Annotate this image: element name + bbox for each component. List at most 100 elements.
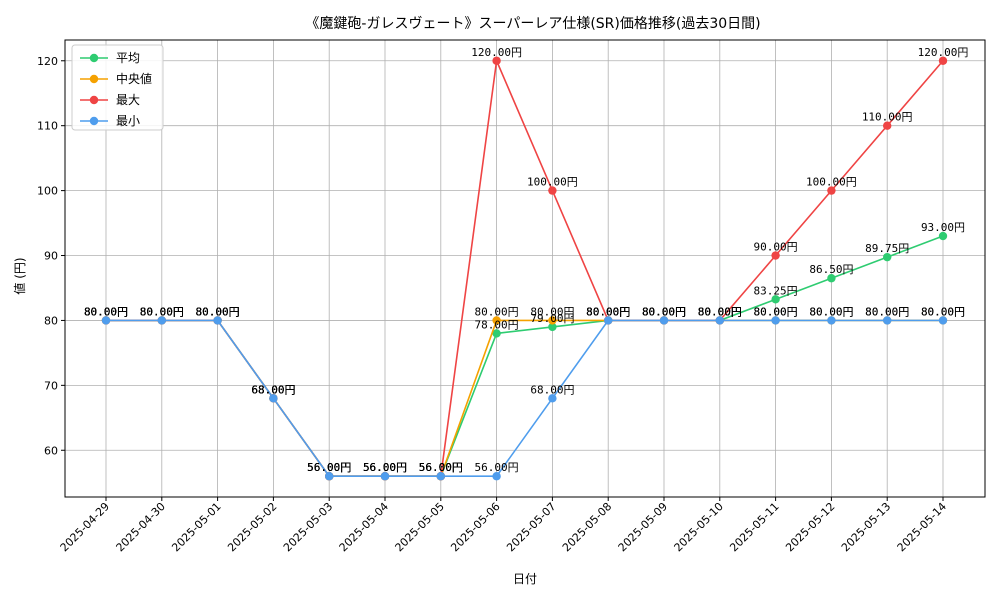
data-label: 80.00円: [140, 305, 184, 318]
data-point: [883, 121, 892, 130]
data-point: [101, 316, 111, 325]
data-label: 80.00円: [140, 305, 184, 318]
plot-frame: [64, 39, 986, 498]
data-label: 80.00円: [196, 305, 240, 318]
data-point: [548, 186, 557, 195]
data-label: 90.00円: [754, 241, 798, 254]
data-point: [492, 472, 501, 481]
legend-label: 最小: [116, 114, 140, 128]
data-label: 68.00円: [530, 383, 574, 396]
data-point: [659, 316, 669, 325]
legend-item: 平均: [80, 51, 140, 65]
x-tick-label: 2025-04-30: [114, 500, 168, 554]
data-label: 80.00円: [698, 305, 742, 318]
data-label: 80.00円: [475, 305, 519, 318]
data-label: 80.00円: [921, 305, 965, 318]
data-label: 120.00円: [471, 46, 522, 59]
y-tick-label: 90: [44, 250, 58, 263]
y-tick-label: 110: [37, 120, 58, 133]
data-point: [827, 186, 836, 195]
data-point: [325, 472, 334, 481]
chart-title: 《魔鍵砲-ガレスヴェート》スーパーレア仕様(SR)価格推移(過去30日間): [305, 15, 760, 32]
data-point: [771, 295, 780, 304]
legend-item: 最大: [80, 93, 140, 107]
legend-marker: [89, 53, 99, 63]
data-label: 80.00円: [809, 305, 853, 318]
data-label: 56.00円: [363, 461, 407, 474]
data-label: 80.00円: [196, 305, 240, 318]
data-label: 80.00円: [642, 305, 686, 318]
x-tick-label: 2025-05-08: [560, 500, 614, 554]
data-label: 80.00円: [642, 305, 686, 318]
data-label: 80.00円: [809, 305, 853, 318]
data-label: 56.00円: [419, 461, 463, 474]
x-tick-label: 2025-05-03: [281, 500, 335, 554]
x-tick-label: 2025-05-11: [727, 500, 781, 554]
data-label: 56.00円: [419, 461, 463, 474]
data-label: 89.75円: [865, 242, 909, 255]
data-label: 80.00円: [642, 305, 686, 318]
data-point: [548, 316, 557, 325]
data-label: 56.00円: [307, 461, 351, 474]
series-2: [101, 316, 948, 481]
data-label: 80.00円: [698, 305, 742, 318]
data-label: 56.00円: [419, 461, 463, 474]
data-point: [938, 231, 948, 241]
data-label: 80.00円: [84, 305, 128, 318]
data-point: [548, 322, 557, 332]
data-label: 93.00円: [921, 221, 965, 234]
legend-item: 最小: [80, 114, 140, 128]
data-point: [883, 316, 892, 325]
data-label: 80.00円: [586, 305, 630, 318]
x-tick-label: 2025-05-14: [895, 500, 949, 554]
series-4: [101, 316, 948, 481]
data-point: [883, 252, 892, 262]
legend-marker: [89, 95, 99, 105]
data-labels: 80.00円 80.00円 80.00円 68.00円 56.00円 56.00円 56.0…: [84, 46, 968, 474]
data-label: 68.00円: [251, 383, 295, 396]
legend-label: 中央値: [116, 71, 152, 86]
data-label: 83.25円: [754, 284, 798, 297]
data-label: 80.00円: [754, 305, 798, 318]
data-point: [213, 316, 222, 325]
data-label: 79.00円: [530, 312, 574, 325]
data-label: 100.00円: [806, 176, 857, 189]
data-point: [938, 316, 948, 325]
data-label: 100.00円: [527, 176, 578, 189]
data-label: 80.00円: [586, 305, 630, 318]
data-label: 56.00円: [363, 461, 407, 474]
data-label: 56.00円: [307, 461, 351, 474]
data-label: 80.00円: [140, 305, 184, 318]
data-point: [269, 394, 278, 403]
data-label: 80.00円: [586, 305, 630, 318]
data-label: 86.50円: [809, 263, 853, 276]
data-label: 56.00円: [419, 461, 463, 474]
grid: [65, 40, 985, 497]
data-point: [938, 56, 948, 65]
series-line: [106, 319, 943, 478]
x-tick-label: 2025-05-05: [393, 500, 447, 554]
data-point: [492, 56, 501, 65]
legend-marker: [89, 74, 99, 84]
data-label: 80.00円: [84, 305, 128, 318]
legend-marker: [89, 116, 99, 126]
data-label: 80.00円: [921, 305, 965, 318]
data-point: [436, 472, 445, 481]
data-label: 80.00円: [196, 305, 240, 318]
data-label: 120.00円: [918, 46, 969, 59]
data-label: 56.00円: [307, 461, 351, 474]
data-label: 80.00円: [698, 305, 742, 318]
legend-label: 平均: [116, 51, 140, 65]
data-point: [827, 274, 836, 283]
data-label: 80.00円: [196, 305, 240, 318]
x-tick-label: 2025-05-01: [169, 500, 223, 554]
data-point: [548, 394, 557, 403]
data-label: 80.00円: [865, 305, 909, 318]
data-label: 80.00円: [140, 305, 184, 318]
data-point: [771, 251, 780, 260]
x-tick-label: 2025-05-06: [448, 500, 502, 554]
x-tick-label: 2025-05-02: [225, 500, 279, 554]
data-point: [715, 316, 724, 325]
